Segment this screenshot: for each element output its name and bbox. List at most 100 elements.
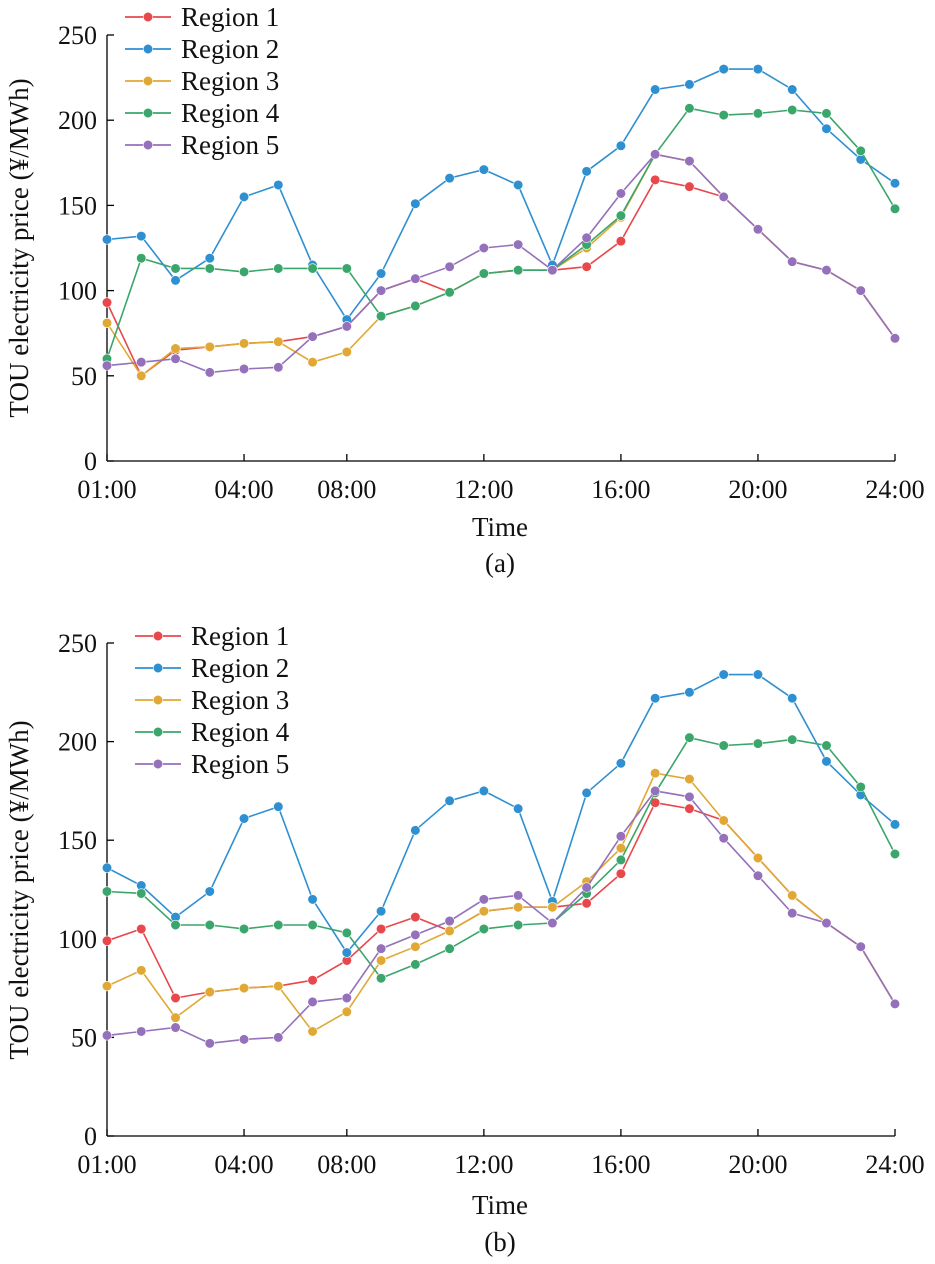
series-line xyxy=(106,178,896,378)
data-point xyxy=(615,140,627,151)
data-point xyxy=(238,1034,250,1045)
data-point xyxy=(547,265,558,276)
series-line xyxy=(106,772,896,1033)
data-point xyxy=(204,253,215,264)
data-point xyxy=(684,803,695,814)
data-point xyxy=(204,263,215,274)
y-tick-label: 250 xyxy=(58,21,97,50)
data-point xyxy=(170,992,181,1004)
legend-item: Region 5 xyxy=(135,749,289,779)
data-point xyxy=(684,687,695,698)
data-point xyxy=(101,981,113,992)
data-point xyxy=(410,929,421,940)
data-point xyxy=(513,179,524,191)
data-point xyxy=(718,833,729,844)
data-point xyxy=(273,801,284,812)
data-point xyxy=(204,341,215,352)
series-line xyxy=(106,107,896,360)
data-point xyxy=(752,870,764,881)
data-point xyxy=(615,868,627,879)
legend-label: Region 3 xyxy=(191,685,289,715)
data-point xyxy=(787,734,798,745)
data-point xyxy=(410,273,421,284)
data-point xyxy=(478,268,489,279)
data-point xyxy=(170,1012,181,1023)
data-point xyxy=(855,145,866,156)
data-point xyxy=(684,181,695,192)
legend-swatch-marker xyxy=(152,630,164,642)
x-axis-title: Time xyxy=(472,1190,528,1220)
data-point xyxy=(889,819,901,830)
data-point xyxy=(650,84,661,95)
legend-swatch-marker xyxy=(142,139,154,151)
legend-item: Region 2 xyxy=(135,653,289,683)
data-point xyxy=(375,923,387,935)
data-point xyxy=(513,902,524,913)
data-point xyxy=(581,882,592,893)
legend-swatch-marker xyxy=(142,43,154,55)
axis-ticks: 0 50 100 150 200 250 01:00 04:00 08:00 12:00 16:00… xyxy=(58,629,925,1179)
data-point xyxy=(170,343,181,354)
data-point xyxy=(375,268,387,279)
data-point xyxy=(650,149,661,160)
data-point xyxy=(787,890,798,901)
data-point xyxy=(650,768,661,779)
data-point xyxy=(136,230,147,242)
data-point xyxy=(615,210,627,221)
data-point xyxy=(478,894,489,905)
data-point xyxy=(444,287,455,298)
data-point xyxy=(170,263,181,274)
y-tick-label: 100 xyxy=(58,277,97,306)
data-point xyxy=(204,367,215,378)
data-point xyxy=(855,941,866,952)
data-point xyxy=(375,973,387,984)
data-point xyxy=(238,813,250,824)
data-point xyxy=(787,693,798,704)
series-1 xyxy=(101,797,901,1009)
series-line xyxy=(106,153,896,374)
data-point xyxy=(513,890,524,901)
data-point xyxy=(513,803,524,814)
legend-swatch-marker xyxy=(152,758,164,770)
y-axis-title: TOU electricity price (¥/MWh) xyxy=(4,78,34,417)
data-point xyxy=(855,781,866,793)
x-tick-label: 20:00 xyxy=(728,1150,787,1179)
data-point xyxy=(615,758,627,769)
data-point xyxy=(273,362,284,373)
data-point xyxy=(307,357,318,368)
series-1 xyxy=(101,174,901,381)
series-line xyxy=(106,801,896,1005)
data-point xyxy=(718,109,729,121)
x-tick-label: 12:00 xyxy=(454,1150,513,1179)
data-point xyxy=(684,155,695,167)
series-line xyxy=(106,736,896,980)
data-point xyxy=(752,224,764,235)
data-point xyxy=(684,103,695,114)
data-point xyxy=(444,915,455,927)
data-point xyxy=(204,886,215,897)
series-3 xyxy=(101,768,901,1037)
data-point xyxy=(307,331,318,342)
data-point xyxy=(821,123,832,134)
data-point xyxy=(684,791,695,802)
data-point xyxy=(375,943,387,954)
data-point xyxy=(238,982,250,994)
data-point xyxy=(273,179,284,191)
data-point xyxy=(307,975,318,986)
legend-item: Region 1 xyxy=(135,621,289,651)
data-point xyxy=(478,164,489,175)
data-point xyxy=(581,261,592,272)
data-point xyxy=(136,888,147,899)
data-point xyxy=(273,263,284,274)
data-point xyxy=(444,795,455,806)
legend-item: Region 4 xyxy=(125,98,280,128)
data-point xyxy=(375,311,387,322)
data-point xyxy=(238,266,250,277)
data-point xyxy=(478,785,489,797)
data-point xyxy=(341,992,352,1004)
series-5 xyxy=(101,785,901,1049)
data-point xyxy=(478,242,489,254)
series-2 xyxy=(101,63,901,325)
data-point xyxy=(444,943,455,954)
